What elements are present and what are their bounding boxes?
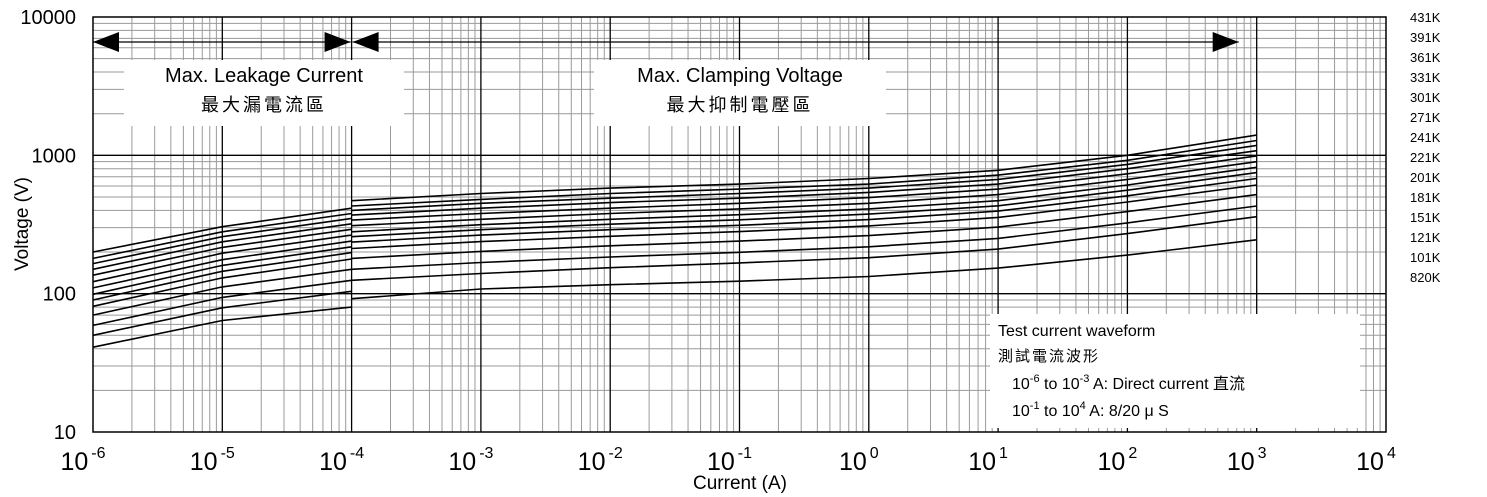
arrow-head xyxy=(1212,32,1239,52)
curve-leakage xyxy=(92,290,352,337)
x-tick-label: 10 -1 xyxy=(707,445,752,476)
curve-clamping xyxy=(351,239,1257,300)
curve-leakage xyxy=(92,251,352,301)
curve-leakage xyxy=(92,217,352,265)
x-tick-label: 10 -5 xyxy=(190,445,235,476)
curve-clamping xyxy=(351,144,1257,212)
arrow-head xyxy=(324,32,351,52)
test-waveform-box: Test current waveform 測試電流波形 10-6 to 10-… xyxy=(990,314,1360,428)
x-tick-label: 10 -6 xyxy=(60,445,105,476)
curve-clamping xyxy=(351,166,1257,233)
model-label: 391K xyxy=(1410,30,1441,45)
x-tick-label: 10 -4 xyxy=(319,445,364,476)
curve-leakage xyxy=(92,240,352,289)
curve-clamping xyxy=(351,193,1257,260)
x-tick-label: 10 -2 xyxy=(578,445,623,476)
model-labels: 431K 391K 361K 331K 301K 271K 241K 221K 201K 181K… xyxy=(1410,10,1441,285)
x-tick-label: 10 -3 xyxy=(448,445,493,476)
annotation-title-cn: 測試電流波形 xyxy=(998,348,1100,365)
curve-clamping xyxy=(351,155,1257,221)
y-tick-label: 1000 xyxy=(32,145,77,167)
curves xyxy=(92,134,1257,348)
curve-leakage xyxy=(92,306,352,348)
clamping-label-bg xyxy=(594,60,886,126)
x-tick-labels: 10 -6 10 -5 10 -4 10 -3 10 -2 10 -1 10 0 10 1 10 2 10 3 10 4 xyxy=(60,445,1395,476)
curve-leakage xyxy=(92,207,352,253)
model-label: 151K xyxy=(1410,210,1441,225)
model-label: 201K xyxy=(1410,170,1441,185)
curve-leakage xyxy=(92,212,352,260)
leakage-region-label: Max. Leakage Current xyxy=(165,65,363,87)
model-label: 431K xyxy=(1410,10,1441,25)
clamping-region-label: Max. Clamping Voltage xyxy=(637,65,843,87)
curve-clamping xyxy=(351,177,1257,243)
arrow-head xyxy=(93,32,119,52)
curve-clamping xyxy=(351,160,1257,227)
y-tick-label: 100 xyxy=(43,284,76,306)
model-label: 820K xyxy=(1410,270,1441,285)
curve-clamping xyxy=(351,134,1257,202)
curve-leakage xyxy=(92,228,352,276)
curve-leakage xyxy=(92,258,352,308)
x-tick-label: 10 1 xyxy=(968,445,1008,476)
x-axis-label: Current (A) xyxy=(693,473,787,494)
y-tick-label: 10 xyxy=(54,422,76,444)
curve-clamping xyxy=(351,139,1257,207)
y-axis-label: Voltage (V) xyxy=(12,177,33,271)
curve-clamping xyxy=(351,215,1257,282)
curve-leakage xyxy=(92,246,352,296)
annotation-dc-line: 10-6 to 10-3 A: Direct current 直流 xyxy=(1012,373,1245,393)
curve-clamping xyxy=(351,149,1257,216)
model-label: 181K xyxy=(1410,190,1441,205)
model-label: 271K xyxy=(1410,110,1441,125)
curve-clamping xyxy=(351,184,1257,250)
x-tick-label: 10 3 xyxy=(1227,445,1267,476)
curve-leakage xyxy=(92,234,352,283)
model-label: 121K xyxy=(1410,230,1441,245)
x-tick-label: 10 4 xyxy=(1356,445,1396,476)
region-arrows xyxy=(93,32,1239,52)
model-label: 331K xyxy=(1410,70,1441,85)
annotation-pulse-line: 10-1 to 104 A: 8/20 μ S xyxy=(1012,400,1169,420)
y-tick-label: 10000 xyxy=(20,7,76,29)
model-label: 221K xyxy=(1410,150,1441,165)
annotation-title: Test current waveform xyxy=(998,323,1155,340)
curve-clamping xyxy=(351,205,1257,271)
model-label: 301K xyxy=(1410,90,1441,105)
model-label: 361K xyxy=(1410,50,1441,65)
curve-leakage xyxy=(92,279,352,327)
x-tick-label: 10 0 xyxy=(839,445,879,476)
curve-leakage xyxy=(92,223,352,271)
y-tick-labels: 10 100 1000 10000 xyxy=(20,7,76,444)
curve-clamping xyxy=(351,171,1257,238)
leakage-label-bg xyxy=(124,60,404,126)
plot-frame xyxy=(92,16,1387,433)
clamping-region-label-cn: 最大抑制電壓區 xyxy=(667,95,814,115)
model-label: 241K xyxy=(1410,130,1441,145)
leakage-region-label-cn: 最大漏電流區 xyxy=(201,95,327,115)
arrow-head xyxy=(352,32,379,52)
x-tick-label: 10 2 xyxy=(1098,445,1138,476)
model-label: 101K xyxy=(1410,250,1441,265)
curve-leakage xyxy=(92,268,352,316)
annotation-bg xyxy=(990,314,1360,428)
